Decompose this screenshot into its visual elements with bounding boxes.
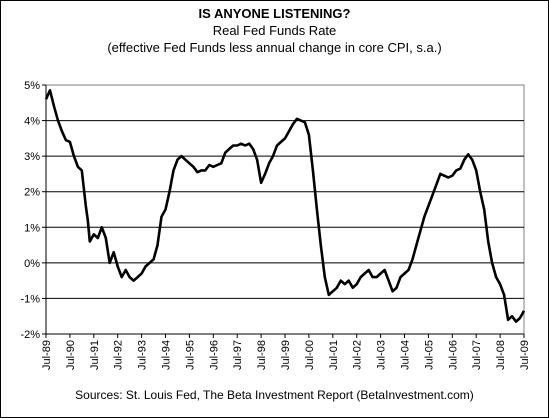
x-tick-label: Jul-89 [41, 340, 53, 370]
y-tick-label: 4% [24, 116, 40, 128]
x-tick-label: Jul-91 [89, 340, 101, 370]
x-tick-label: Jul-06 [447, 340, 459, 370]
y-tick-label: 3% [24, 151, 40, 163]
x-tick-label: Jul-03 [376, 340, 388, 370]
x-tick-label: Jul-07 [471, 340, 483, 370]
x-tick-label: Jul-09 [519, 340, 531, 370]
y-tick-label: 5% [24, 80, 40, 92]
x-tick-label: Jul-01 [328, 340, 340, 370]
x-tick-label: Jul-08 [495, 340, 507, 370]
y-axis: -2% -1% 0% 1% 2% 3% 4% 5% [20, 80, 47, 341]
x-tick-label: Jul-95 [184, 340, 196, 370]
chart-title: IS ANYONE LISTENING? [198, 6, 351, 21]
x-tick-label: Jul-90 [65, 340, 77, 370]
x-tick-label: Jul-96 [208, 340, 220, 370]
plot-area [45, 84, 525, 335]
x-tick-label: Jul-94 [161, 340, 173, 370]
x-tick-label: Jul-92 [113, 340, 125, 370]
series-line [44, 89, 526, 323]
x-tick-label: Jul-97 [232, 340, 244, 370]
chart-subtitle: Real Fed Funds Rate [212, 23, 337, 38]
x-tick-label: Jul-00 [304, 340, 316, 370]
x-tick-label: Jul-04 [400, 340, 412, 370]
y-tick-label: 2% [24, 187, 40, 199]
y-tick-label: 1% [24, 222, 40, 234]
gridlines [45, 84, 525, 335]
x-tick-label: Jul-98 [256, 340, 268, 370]
x-tick-label: Jul-99 [280, 340, 292, 370]
y-tick-label: -1% [20, 293, 40, 305]
x-tick-label: Jul-93 [137, 340, 149, 370]
y-tick-label: -2% [20, 329, 40, 341]
series-group [44, 89, 526, 323]
chart-subtitle-detail: (effective Fed Funds less annual change … [107, 40, 442, 55]
x-tick-label: Jul-05 [423, 340, 435, 370]
y-tick-label: 0% [24, 258, 40, 270]
chart-source-note: Sources: St. Louis Fed, The Beta Investm… [75, 388, 474, 402]
x-axis: Jul-89 Jul-90 Jul-91 Jul-92 Jul-93 Jul-94 Jul-… [41, 333, 531, 370]
x-tick-label: Jul-02 [352, 340, 364, 370]
